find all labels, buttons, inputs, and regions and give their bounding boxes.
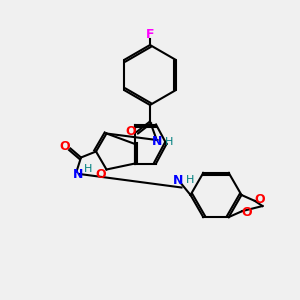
Text: H: H	[186, 175, 195, 185]
Text: O: O	[254, 193, 265, 206]
Text: O: O	[242, 206, 252, 219]
Text: N: N	[73, 167, 83, 181]
Text: H: H	[164, 136, 173, 147]
Text: O: O	[96, 167, 106, 181]
Text: H: H	[84, 164, 93, 175]
Text: F: F	[146, 28, 154, 41]
Text: N: N	[152, 135, 163, 148]
Text: O: O	[60, 140, 70, 154]
Text: N: N	[173, 173, 184, 187]
Text: O: O	[126, 125, 136, 139]
